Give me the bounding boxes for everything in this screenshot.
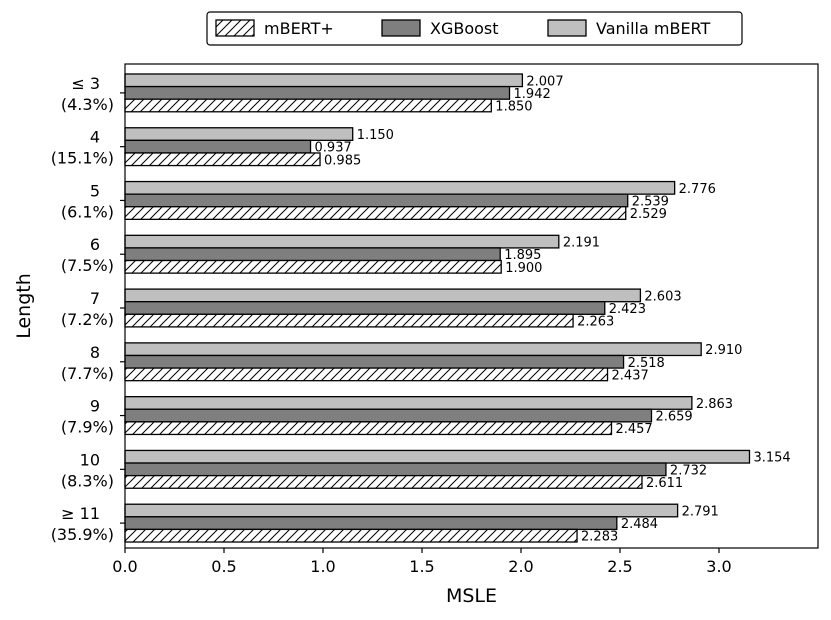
y-tick-label-length: 8 — [90, 343, 100, 362]
data-label: 2.791 — [682, 505, 719, 520]
bar-xgboost-3 — [124, 247, 501, 262]
bar-vanilla-mbert-8 — [124, 503, 679, 518]
bar-mbert--1 — [124, 152, 321, 167]
bar-xgboost-5 — [124, 354, 625, 369]
data-label: 2.457 — [615, 422, 652, 437]
bars-layer — [124, 73, 751, 543]
bar-vanilla-mbert-4 — [124, 288, 642, 303]
data-label: 2.863 — [696, 397, 733, 412]
legend-swatch — [215, 19, 255, 37]
bar-mbert--6 — [124, 421, 613, 436]
data-label: 2.283 — [581, 530, 618, 545]
y-tick-label-length: 9 — [90, 397, 100, 416]
legend-swatch — [381, 19, 421, 37]
y-tick-label-share: (6.1%) — [61, 202, 114, 221]
y-tick-label-share: (15.1%) — [51, 149, 114, 168]
y-tick-label-share: (35.9%) — [51, 525, 114, 544]
bar-mbert--8 — [124, 528, 578, 543]
y-axis-title: Length — [13, 273, 35, 339]
data-label: 2.603 — [644, 289, 681, 304]
bar-vanilla-mbert-5 — [124, 342, 702, 357]
bar-xgboost-8 — [124, 516, 618, 531]
x-tick-label: 2.5 — [607, 557, 632, 576]
data-label: 1.150 — [357, 128, 394, 143]
y-tick-label-share: (8.3%) — [61, 471, 114, 490]
data-label: 0.937 — [315, 141, 352, 156]
y-tick-label-length: ≥ 11 — [61, 504, 100, 523]
bar-mbert--2 — [124, 206, 627, 220]
data-label: 0.985 — [324, 153, 361, 168]
axes-layer: ≤ 3 (4.3%) 4 (15.1%) 5 (6.1%) 6 (7.5%) 7 (7.2%) 8 (… — [13, 63, 819, 607]
y-tick-label-length: ≤ 3 — [71, 74, 100, 93]
data-label: 2.263 — [577, 315, 614, 330]
data-label: 1.895 — [504, 248, 541, 263]
data-label: 2.518 — [628, 356, 665, 371]
y-tick-label-share: (7.7%) — [61, 364, 114, 383]
data-label: 1.942 — [514, 87, 551, 102]
data-label: 1.900 — [505, 261, 542, 276]
legend-swatch — [547, 19, 587, 37]
bar-vanilla-mbert-0 — [124, 73, 524, 88]
x-tick-label: 0.0 — [112, 557, 137, 576]
bar-vanilla-mbert-6 — [124, 396, 693, 410]
bar-mbert--0 — [124, 98, 492, 113]
x-tick-label: 2.0 — [508, 557, 533, 576]
bar-vanilla-mbert-2 — [124, 180, 676, 195]
bar-mbert--3 — [124, 259, 502, 274]
bar-mbert--7 — [124, 474, 643, 489]
y-tick-label-length: 5 — [90, 181, 100, 200]
legend-label: mBERT+ — [264, 19, 334, 38]
bar-vanilla-mbert-3 — [124, 234, 560, 249]
data-label: 2.007 — [526, 74, 563, 89]
data-label: 2.437 — [612, 368, 649, 383]
bar-xgboost-4 — [124, 301, 606, 315]
plot-frame — [124, 63, 819, 549]
data-label: 3.154 — [753, 451, 790, 466]
x-tick-label: 3.0 — [706, 557, 731, 576]
y-tick-label-share: (7.5%) — [61, 256, 114, 275]
x-tick-label: 1.5 — [409, 557, 434, 576]
data-label: 2.191 — [563, 236, 600, 251]
y-tick-label-length: 10 — [80, 450, 100, 469]
bar-xgboost-2 — [124, 193, 629, 208]
legend-label: XGBoost — [430, 19, 499, 38]
y-tick-label-length: 4 — [90, 128, 100, 147]
bar-xgboost-0 — [124, 85, 511, 100]
data-label: 2.910 — [705, 343, 742, 358]
y-tick-label-length: 7 — [90, 289, 100, 308]
bar-vanilla-mbert-1 — [124, 127, 354, 142]
data-label: 2.732 — [670, 463, 707, 478]
x-tick-label: 0.5 — [211, 557, 236, 576]
legend-label: Vanilla mBERT — [596, 19, 711, 38]
y-tick-label-length: 6 — [90, 235, 100, 254]
legend-box — [206, 11, 743, 46]
data-label: 2.423 — [609, 302, 646, 317]
data-label: 2.539 — [632, 194, 669, 209]
bar-vanilla-mbert-7 — [124, 449, 751, 464]
y-tick-label-share: (7.9%) — [61, 418, 114, 437]
data-label: 2.529 — [630, 207, 667, 222]
data-label: 2.611 — [646, 476, 683, 491]
bar-mbert--4 — [124, 313, 574, 328]
bar-xgboost-6 — [124, 408, 653, 423]
legend: mBERT+ XGBoost Vanilla mBERT — [206, 11, 743, 46]
bar-xgboost-7 — [124, 462, 667, 477]
y-tick-label-share: (7.2%) — [61, 310, 114, 329]
bar-xgboost-1 — [124, 139, 312, 154]
x-tick-label: 1.0 — [310, 557, 335, 576]
data-label: 2.659 — [655, 410, 692, 425]
data-label: 1.850 — [495, 99, 532, 114]
bar-mbert--5 — [124, 367, 609, 382]
y-tick-label-share: (4.3%) — [61, 95, 114, 114]
x-axis-title: MSLE — [446, 585, 497, 607]
data-label: 2.776 — [679, 182, 716, 197]
data-label: 2.484 — [621, 517, 658, 532]
